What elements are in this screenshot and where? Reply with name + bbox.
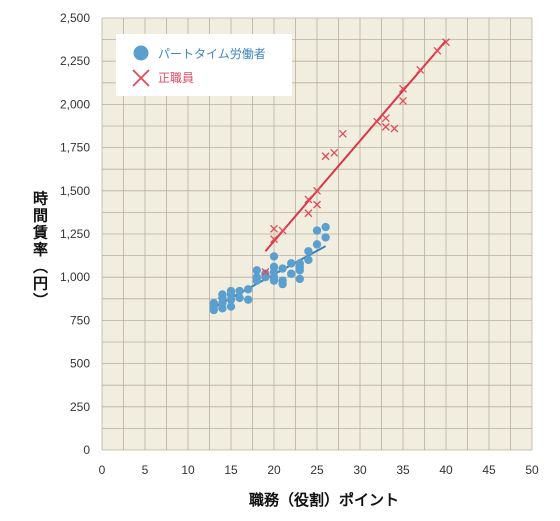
y-tick-label: 1,500 [60,184,90,198]
x-tick-label: 25 [310,463,324,477]
data-point-part-time [235,286,244,296]
data-point-regular [304,209,313,218]
y-tick-label: 1,250 [60,227,90,241]
x-tick-label: 35 [396,463,410,477]
y-tick-label: 2,250 [60,54,90,68]
data-point-part-time [218,290,227,299]
data-point-part-time [278,276,287,285]
data-point-regular [433,46,442,55]
data-point-part-time [244,285,253,294]
y-tick-label: 250 [70,400,90,414]
x-tick-label: 50 [525,463,539,477]
x-axis-title: 職務（役割）ポイント [249,491,399,509]
data-point-regular [261,268,270,276]
data-point-regular [416,65,425,74]
data-point-regular [313,186,321,195]
x-axis-ticks: 0 5 10 15 20 25 30 35 40 45 50 [99,463,539,477]
y-tick-label: 750 [70,313,90,327]
data-point-part-time [321,222,330,232]
x-tick-label: 40 [439,463,453,477]
data-point-part-time [321,233,330,242]
data-point-part-time [287,259,296,268]
y-tick-label: 2,000 [60,97,90,111]
data-point-part-time [295,274,304,284]
y-tick-label: 1,000 [60,270,90,284]
data-point-regular [330,148,339,157]
data-point-part-time [252,273,261,282]
data-point-part-time [278,264,287,273]
data-point-regular [338,129,347,138]
x-tick-label: 5 [142,463,149,477]
legend-label-part-time: パートタイム労働者 [158,47,266,61]
x-tick-label: 0 [99,463,106,477]
y-tick-label: 0 [83,443,90,457]
data-point-regular [270,235,278,244]
data-point-regular [381,122,390,131]
data-point-part-time [209,298,218,308]
data-point-regular [390,124,399,133]
data-point-part-time [244,295,253,304]
data-point-part-time [269,252,279,261]
y-axis-title: 時間賃率（円） [31,190,49,310]
data-point-part-time [269,262,279,272]
x-tick-label: 30 [353,463,367,477]
data-point-part-time [235,293,244,303]
data-point-part-time [261,269,270,278]
x-tick-label: 45 [482,463,496,477]
legend-box [116,34,292,96]
trendline [264,39,447,252]
data-point-regular [399,96,407,105]
data-point-regular [442,38,450,47]
data-point-regular [399,84,407,93]
data-point-part-time [304,247,313,256]
data-point-part-time [312,226,322,235]
y-tick-label: 2,500 [60,11,90,25]
data-point-regular [313,200,321,209]
data-point-regular [381,114,390,123]
data-point-regular [373,117,382,126]
data-points [209,38,450,315]
x-tick-label: 20 [267,463,281,477]
data-point-regular [321,152,330,161]
y-tick-label: 1,750 [60,141,90,155]
data-point-regular [278,226,287,235]
legend-circle-icon [133,45,149,61]
data-point-part-time [287,269,296,278]
data-point-regular [270,224,278,233]
data-point-part-time [226,302,236,311]
data-point-regular [304,195,313,204]
data-point-part-time [312,240,322,249]
x-tick-label: 10 [181,463,195,477]
legend-label-regular: 正職員 [158,71,194,85]
legend: パートタイム労働者 正職員 [116,34,292,96]
x-tick-label: 15 [224,463,238,477]
legend-x-icon [132,69,150,87]
data-point-part-time [304,255,313,265]
y-tick-label: 500 [70,357,90,371]
data-point-part-time [226,286,236,296]
data-point-part-time [295,259,304,268]
data-point-part-time [252,266,261,275]
y-axis-ticks: 0 250 500 750 1,000 1,250 1,500 1,750 2,000 2,250… [60,11,90,457]
